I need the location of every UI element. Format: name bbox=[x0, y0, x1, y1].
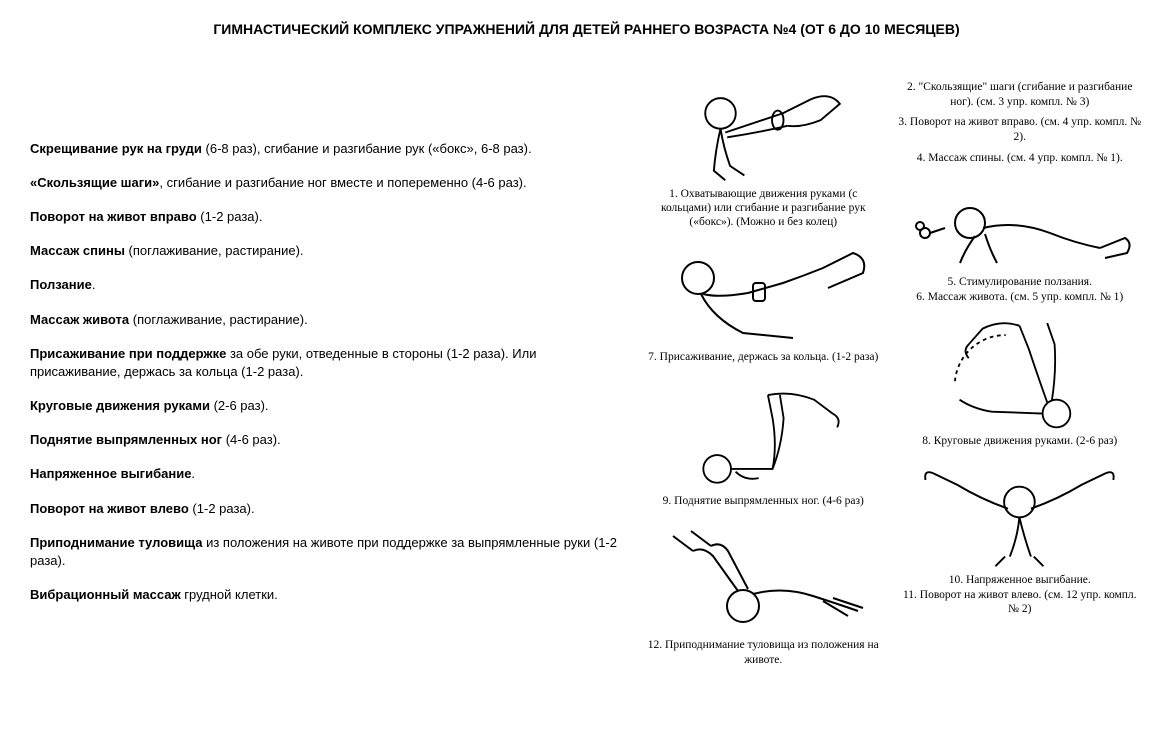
pre-caption: 3. Поворот на живот вправо. (см. 4 упр. … bbox=[897, 115, 1144, 145]
pre-caption: 2. "Скользящие" шаги (сгибание и разгиба… bbox=[897, 80, 1144, 110]
figure-col-far: 2. "Скользящие" шаги (сгибание и разгиба… bbox=[897, 80, 1144, 676]
exercise-item: Вибрационный массаж грудной клетки. bbox=[30, 586, 620, 604]
illustration-icon bbox=[897, 456, 1144, 571]
exercise-item: Напряженное выгибание. bbox=[30, 465, 620, 483]
figure-caption: 10. Напряженное выгибание. bbox=[897, 573, 1144, 587]
exercise-item: Круговые движения руками (2-6 раз). bbox=[30, 397, 620, 415]
figure-caption: 9. Поднятие выпрямленных ног. (4-6 раз) bbox=[640, 494, 887, 508]
exercise-list: Скрещивание рук на груди (6-8 раз), сгиб… bbox=[30, 80, 620, 676]
figure-caption: 1. Охватывающие движения руками (с кольц… bbox=[640, 187, 887, 230]
exercise-item: Массаж спины (поглаживание, растирание). bbox=[30, 242, 620, 260]
illustration-icon bbox=[640, 372, 887, 492]
figure-col-mid: 1. Охватывающие движения руками (с кольц… bbox=[640, 80, 887, 676]
exercise-item: «Скользящие шаги», сгибание и разгибание… bbox=[30, 174, 620, 192]
exercise-item: Поднятие выпрямленных ног (4-6 раз). bbox=[30, 431, 620, 449]
illustration-icon bbox=[897, 312, 1144, 432]
exercise-item: Скрещивание рук на груди (6-8 раз), сгиб… bbox=[30, 140, 620, 158]
exercise-item: Поворот на живот вправо (1-2 раза). bbox=[30, 208, 620, 226]
figure-5: 5. Стимулирование ползания. 6. Массаж жи… bbox=[897, 178, 1144, 304]
page-title: ГИМНАСТИЧЕСКИЙ КОМПЛЕКС УПРАЖНЕНИЙ ДЛЯ Д… bbox=[30, 20, 1143, 40]
figure-12: 12. Приподнимание туловища из положения … bbox=[640, 516, 887, 667]
figure-1: 1. Охватывающие движения руками (с кольц… bbox=[640, 80, 887, 230]
figure-caption: 8. Круговые движения руками. (2-6 раз) bbox=[897, 434, 1144, 448]
exercise-item: Ползание. bbox=[30, 276, 620, 294]
figure-7: 7. Присаживание, держась за кольца. (1-2… bbox=[640, 238, 887, 364]
illustration-icon bbox=[640, 516, 887, 636]
figure-caption: 5. Стимулирование ползания. bbox=[897, 275, 1144, 289]
exercise-item: Присаживание при поддержке за обе руки, … bbox=[30, 345, 620, 381]
exercise-item: Поворот на живот влево (1-2 раза). bbox=[30, 500, 620, 518]
content-row: Скрещивание рук на груди (6-8 раз), сгиб… bbox=[30, 80, 1143, 676]
exercise-item: Приподнимание туловища из положения на ж… bbox=[30, 534, 620, 570]
figure-9: 9. Поднятие выпрямленных ног. (4-6 раз) bbox=[640, 372, 887, 508]
figure-caption: 12. Приподнимание туловища из положения … bbox=[640, 638, 887, 667]
figure-10: 10. Напряженное выгибание. 11. Поворот н… bbox=[897, 456, 1144, 616]
figure-8: 8. Круговые движения руками. (2-6 раз) bbox=[897, 312, 1144, 448]
exercise-item: Массаж живота (поглаживание, растирание)… bbox=[30, 311, 620, 329]
figure-caption: 6. Массаж живота. (см. 5 упр. компл. № 1… bbox=[897, 290, 1144, 304]
illustration-icon bbox=[897, 178, 1144, 273]
illustration-icon bbox=[640, 238, 887, 348]
figure-caption: 11. Поворот на живот влево. (см. 12 упр.… bbox=[897, 588, 1144, 617]
figure-panels: 1. Охватывающие движения руками (с кольц… bbox=[640, 80, 1143, 676]
pre-caption: 4. Массаж спины. (см. 4 упр. компл. № 1)… bbox=[897, 151, 1144, 166]
illustration-icon bbox=[640, 80, 887, 185]
figure-caption: 7. Присаживание, держась за кольца. (1-2… bbox=[640, 350, 887, 364]
pre-caption-block: 2. "Скользящие" шаги (сгибание и разгиба… bbox=[897, 80, 1144, 173]
